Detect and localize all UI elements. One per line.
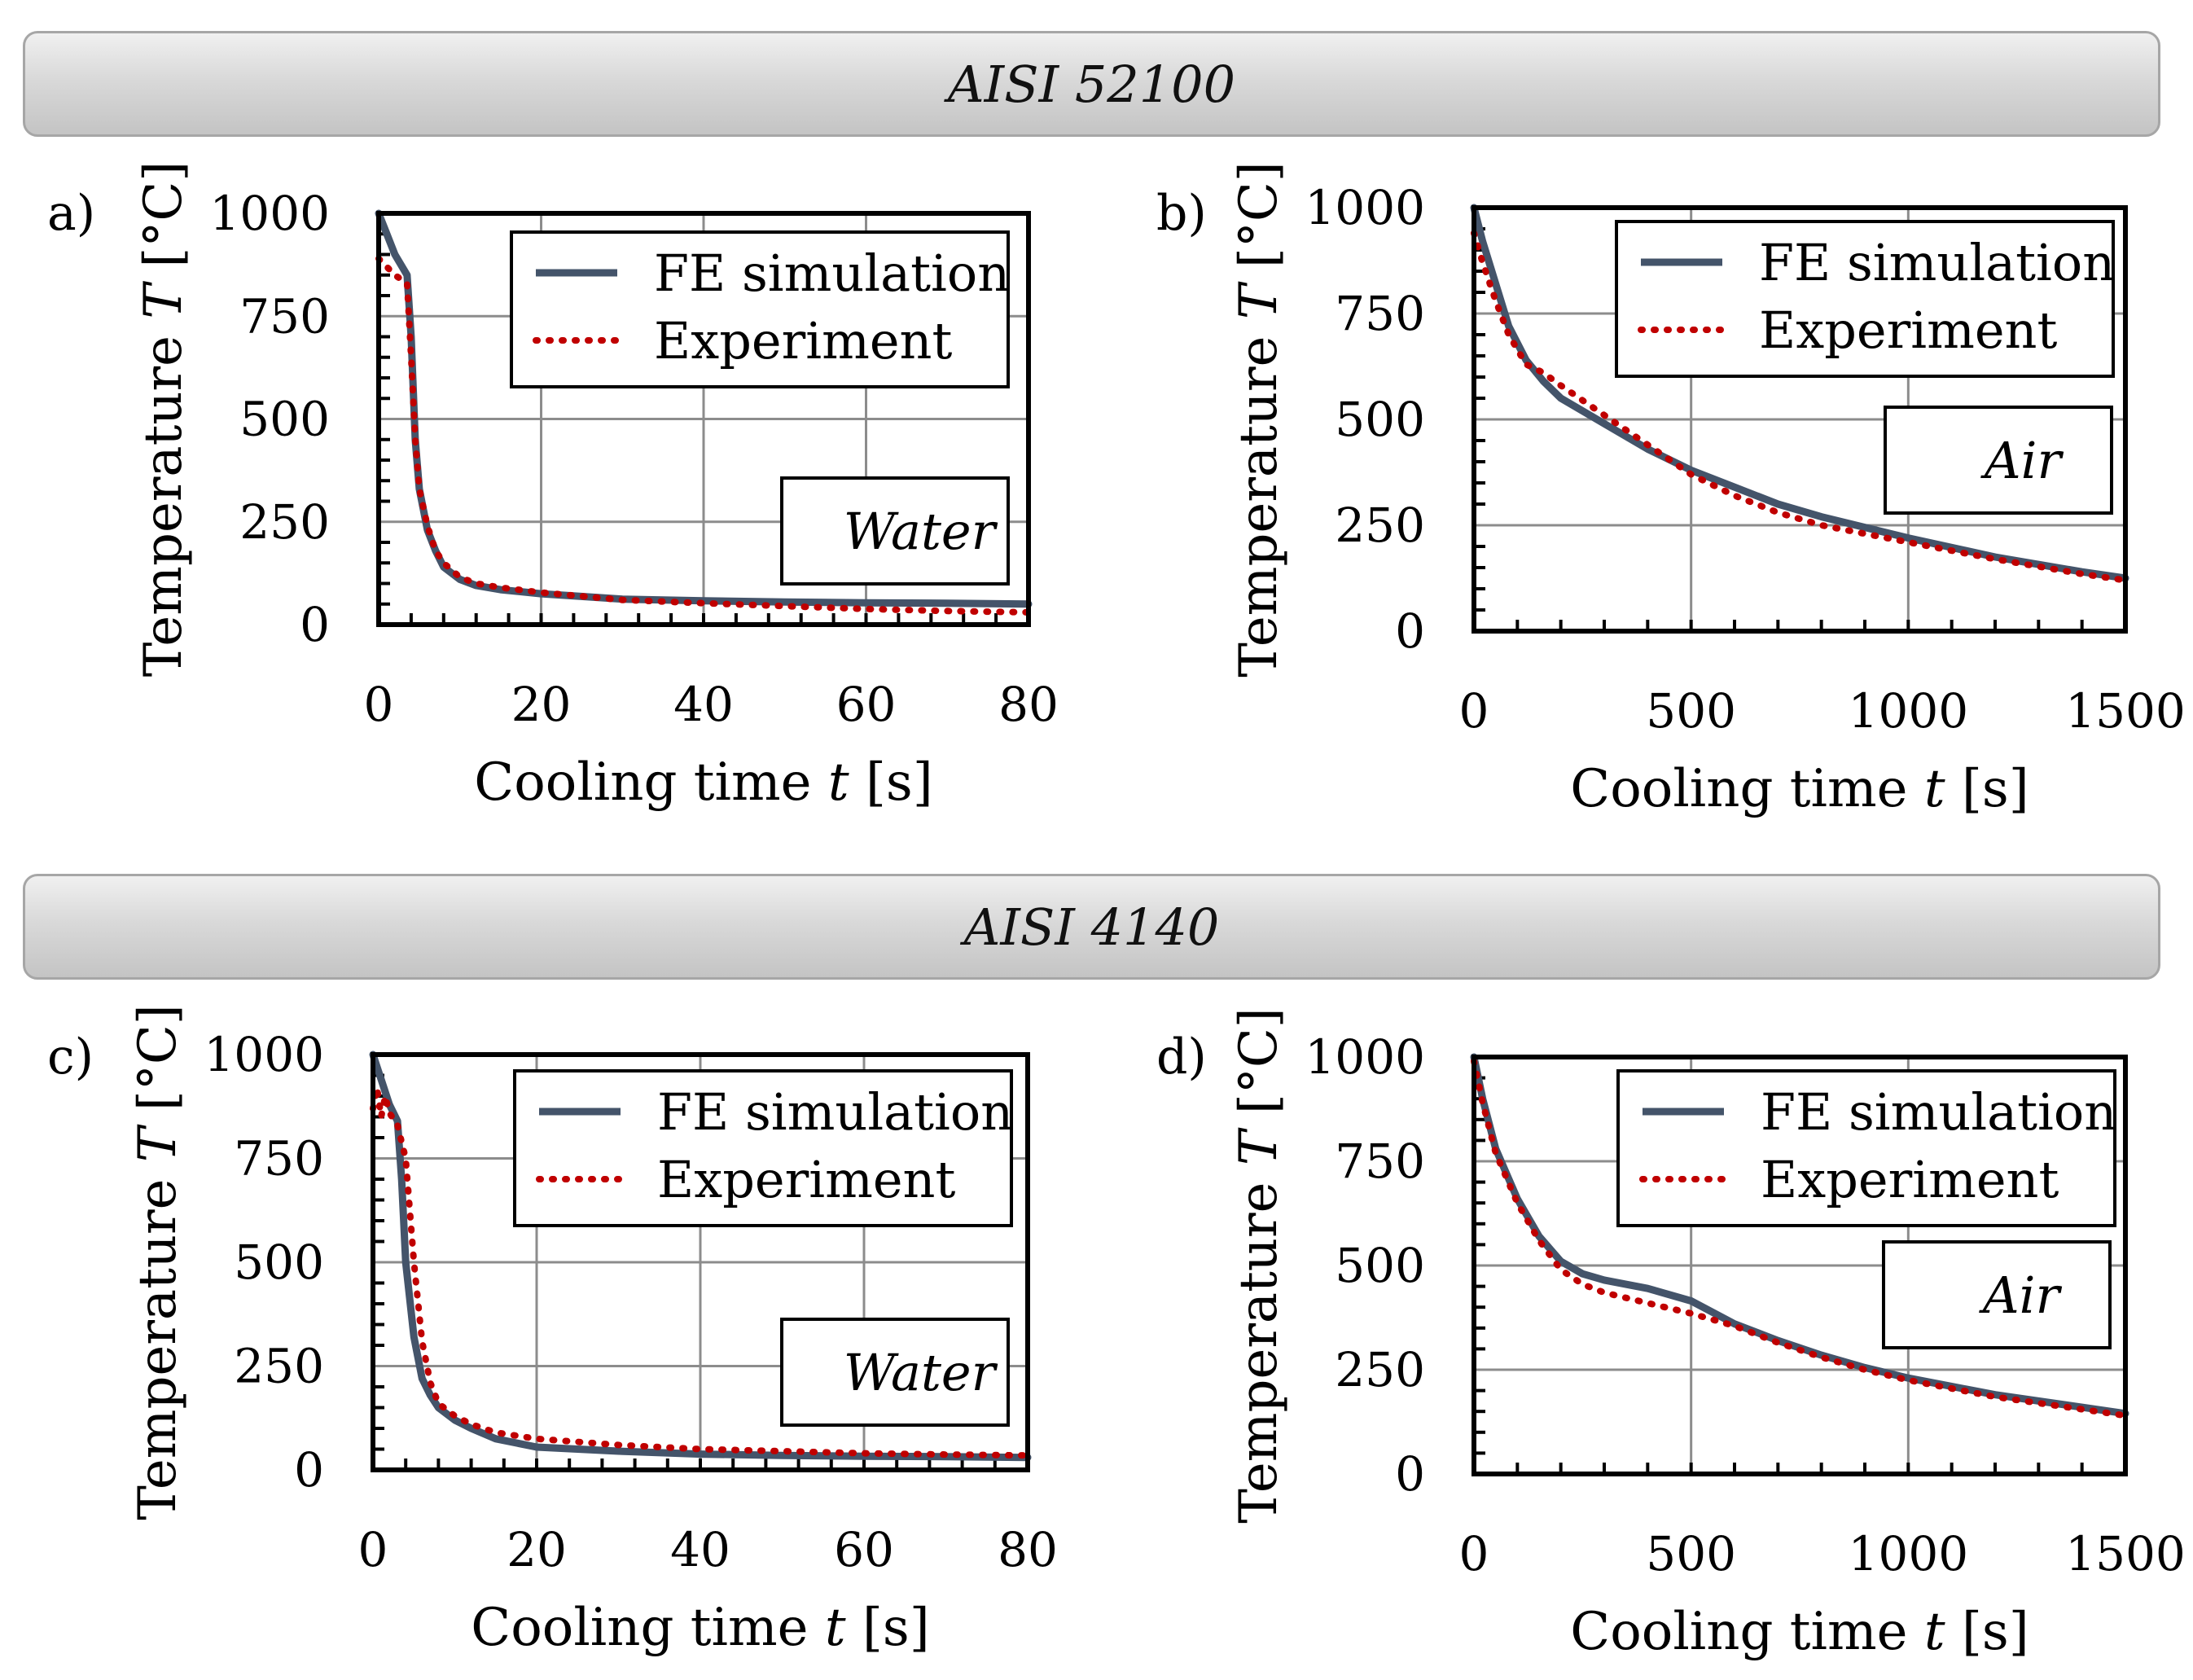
medium-box: [1884, 406, 2113, 515]
medium-annotation: Air: [1884, 406, 2113, 515]
y-tick-label: 250: [1335, 1342, 1425, 1397]
legend: FE simulation Experiment: [1615, 220, 2115, 378]
x-tick-label: 20: [511, 677, 572, 732]
series-line-experiment: [1471, 1058, 2129, 1419]
x-tick-label: 1000: [1849, 1526, 1969, 1581]
x-axis-title: Cooling time t [s]: [1570, 1602, 2029, 1662]
y-tick-label: 1000: [1305, 180, 1425, 235]
medium-box: [1882, 1240, 2112, 1349]
legend-label-sim: FE simulation: [654, 243, 1010, 303]
medium-label: Air: [1980, 431, 2064, 490]
legend-label-sim: FE simulation: [1759, 233, 2115, 292]
legend-label-sim: FE simulation: [657, 1082, 1013, 1142]
x-tick-label: 0: [1459, 683, 1489, 739]
panel-label: a): [47, 185, 95, 242]
y-axis-title: Temperature T [°C]: [1229, 1007, 1289, 1524]
series-line-fe-simulation: [369, 1051, 1032, 1462]
series-line-experiment: [375, 255, 1032, 616]
chart-panel-4: 0 250 500 750 1000 0 500 1000 1500 Cooling time t…: [1156, 1007, 2186, 1662]
x-tick-label: 1500: [2065, 1526, 2186, 1581]
y-tick-label: 1000: [209, 186, 330, 241]
material-title-4140: AISI 4140: [963, 897, 1220, 957]
legend-frame: [513, 1069, 1013, 1227]
series-line-experiment: [1471, 230, 2129, 584]
y-tick-label: 250: [234, 1339, 324, 1394]
y-tick-label: 750: [1335, 1134, 1425, 1189]
x-tick-label: 60: [834, 1522, 894, 1577]
plot-frame: [371, 1052, 1030, 1472]
y-axis-title: Temperature T [°C]: [128, 1004, 188, 1520]
y-tick-label: 750: [239, 288, 330, 344]
panel-label: b): [1156, 185, 1207, 242]
y-tick-label: 0: [300, 597, 330, 652]
y-tick-label: 1000: [1305, 1029, 1425, 1085]
legend-frame: [510, 230, 1010, 388]
legend-label-sim: FE simulation: [1761, 1082, 2116, 1142]
y-tick-label: 500: [1335, 392, 1425, 447]
y-tick-label: 250: [239, 494, 330, 550]
legend: FE simulation Experiment: [510, 230, 1010, 388]
y-tick-label: 750: [234, 1131, 324, 1187]
y-tick-label: 0: [1395, 1446, 1425, 1502]
y-axis-title: Temperature T [°C]: [134, 161, 194, 678]
chart-panel-1: 0 250 500 750 1000 0 20 40 60 80 Cooling time t [s…: [47, 161, 1059, 813]
panel-label: c): [47, 1029, 94, 1086]
x-tick-label: 1000: [1849, 683, 1969, 739]
medium-label: Water: [844, 1343, 998, 1402]
legend-label-exp: Experiment: [657, 1150, 955, 1209]
y-tick-label: 500: [234, 1235, 324, 1290]
plot-frame: [1472, 205, 2128, 634]
legend-label-exp: Experiment: [1761, 1150, 2059, 1209]
medium-label: Water: [844, 502, 998, 561]
y-axis-title: Temperature T [°C]: [1229, 161, 1289, 678]
x-axis-title: Cooling time t [s]: [474, 752, 932, 813]
x-axis-title: Cooling time t [s]: [1570, 759, 2029, 819]
x-axis-title: Cooling time t [s]: [471, 1598, 929, 1658]
x-tick-label: 0: [364, 677, 394, 732]
plot-frame: [376, 211, 1031, 627]
medium-box: [780, 476, 1010, 586]
x-tick-label: 40: [670, 1522, 730, 1577]
y-tick-label: 0: [1395, 603, 1425, 659]
chart-panel-2: 0 250 500 750 1000 0 500 1000 1500 Cooling time t…: [1156, 161, 2186, 819]
x-tick-label: 0: [1459, 1526, 1489, 1581]
y-tick-label: 750: [1335, 286, 1425, 341]
x-tick-label: 60: [836, 677, 897, 732]
x-tick-label: 80: [998, 677, 1059, 732]
legend-frame: [1615, 220, 2115, 378]
y-tick-label: 500: [1335, 1238, 1425, 1293]
material-banner-52100: AISI 52100: [23, 31, 2160, 137]
legend-label-exp: Experiment: [654, 311, 952, 371]
panel-label: d): [1156, 1029, 1207, 1086]
x-tick-label: 500: [1646, 1526, 1736, 1581]
series-line-experiment: [370, 1087, 1031, 1459]
legend: FE simulation Experiment: [513, 1069, 1013, 1227]
legend: FE simulation Experiment: [1616, 1069, 2116, 1227]
y-tick-label: 0: [294, 1442, 324, 1498]
series-line-fe-simulation: [1470, 1053, 2129, 1418]
x-tick-label: 0: [358, 1522, 388, 1577]
y-tick-label: 500: [239, 392, 330, 447]
x-tick-label: 1500: [2065, 683, 2186, 739]
x-tick-label: 80: [998, 1522, 1058, 1577]
legend-frame: [1616, 1069, 2116, 1227]
material-banner-4140: AISI 4140: [23, 874, 2160, 980]
x-tick-label: 20: [507, 1522, 567, 1577]
medium-label: Air: [1979, 1265, 2063, 1325]
y-tick-label: 250: [1335, 498, 1425, 553]
plot-frame: [1472, 1055, 2128, 1476]
chart-panel-3: 0 250 500 750 1000 0 20 40 60 80 Cooling time t [s…: [47, 1004, 1058, 1658]
material-title-52100: AISI 52100: [947, 54, 1236, 114]
legend-label-exp: Experiment: [1759, 300, 2057, 360]
medium-annotation: Water: [780, 1318, 1010, 1427]
medium-annotation: Water: [780, 476, 1010, 586]
x-tick-label: 500: [1646, 683, 1736, 739]
y-tick-label: 1000: [204, 1027, 324, 1082]
medium-box: [780, 1318, 1010, 1427]
medium-annotation: Air: [1882, 1240, 2112, 1349]
x-tick-label: 40: [673, 677, 734, 732]
